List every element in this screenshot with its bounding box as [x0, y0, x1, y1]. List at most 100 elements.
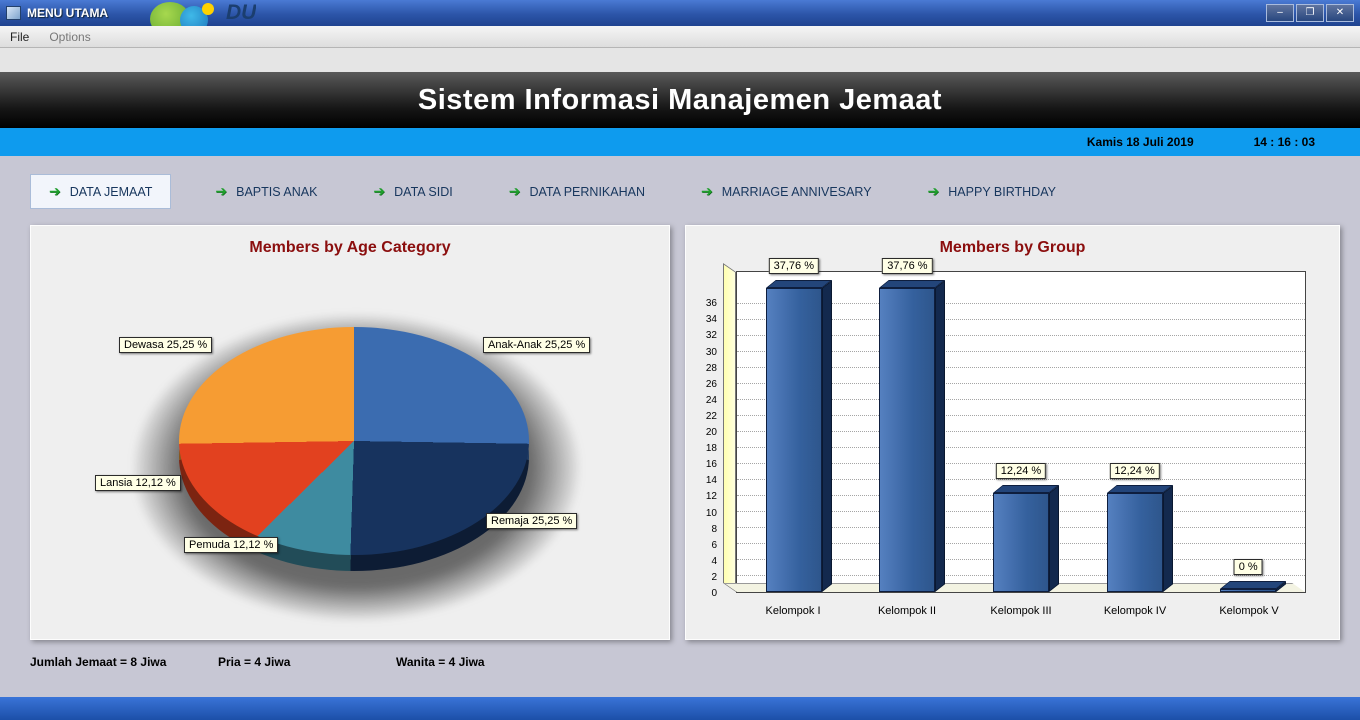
- nav-item-baptis-anak[interactable]: ➔ BAPTIS ANAK: [203, 175, 329, 208]
- y-axis-tick: 36: [705, 298, 717, 310]
- bar-slot: 12,24 %: [1078, 463, 1192, 592]
- nav-item-label: BAPTIS ANAK: [236, 184, 318, 199]
- close-button[interactable]: ✕: [1326, 4, 1354, 22]
- stat-wanita: Wanita = 4 Jiwa: [396, 655, 485, 669]
- bar-category-label: Kelompok I: [765, 605, 821, 617]
- gridline: [737, 383, 1305, 384]
- y-axis-tick: 4: [711, 555, 717, 567]
- logo-blue-circle-icon: [180, 6, 208, 26]
- menu-item-file[interactable]: File: [10, 29, 30, 44]
- bar-category-label: Kelompok III: [990, 605, 1052, 617]
- bar-category-label: Kelompok IV: [1103, 605, 1167, 617]
- bar-value-label: 0 %: [1233, 559, 1263, 575]
- pie-chart-panel: Members by Age Category Anak-Anak 25,25 …: [30, 225, 670, 640]
- bar-category-label: Kelompok V: [1219, 605, 1279, 617]
- bar-chart-title: Members by Group: [939, 239, 1086, 256]
- bar-top: [765, 280, 832, 289]
- minimize-button[interactable]: –: [1266, 4, 1294, 22]
- nav-item-label: HAPPY BIRTHDAY: [948, 184, 1056, 199]
- y-axis-tick: 30: [705, 346, 717, 358]
- nav-item-label: DATA PERNIKAHAN: [529, 184, 645, 199]
- bar-top: [1106, 485, 1173, 494]
- bar-Kelompok III: 12,24 %: [992, 463, 1059, 592]
- bar-slot: 37,76 %: [737, 258, 851, 592]
- bar-value-label: 37,76 %: [882, 258, 933, 275]
- y-axis-tick: 22: [705, 410, 717, 422]
- logo-yellow-dot-icon: [202, 3, 214, 15]
- pie-label-anak-anak: Anak-Anak 25,25 %: [483, 337, 591, 353]
- pie-3d-top: [179, 327, 529, 555]
- y-axis-tick: 28: [705, 362, 717, 374]
- bar-top: [1220, 581, 1287, 589]
- bar-value-label: 37,76 %: [768, 258, 819, 275]
- nav-item-data-jemaat[interactable]: ➔ DATA JEMAAT: [30, 174, 172, 209]
- nav-item-data-sidi[interactable]: ➔ DATA SIDI: [361, 175, 464, 208]
- y-axis-tick: 20: [705, 427, 717, 438]
- stat-pria: Pria = 4 Jiwa: [218, 655, 291, 669]
- bar-chart: 0 2 4 6 8 10 12 14 16 18 20 22 24 26 28 30 32 34 36 37,76 …: [686, 257, 1339, 622]
- y-axis-tick: 34: [705, 314, 717, 326]
- time-label: 14 : 16 : 03: [1253, 135, 1315, 149]
- bar-top: [879, 280, 946, 289]
- nav-item-label: MARRIAGE ANNIVESARY: [721, 184, 872, 199]
- green-arrow-icon: ➔: [508, 183, 521, 199]
- charts-row: Members by Age Category Anak-Anak 25,25 …: [0, 209, 1360, 640]
- window-title: MENU UTAMA: [27, 6, 109, 20]
- pie-chart-title: Members by Age Category: [249, 239, 451, 256]
- banner: Sistem Informasi Manajemen Jemaat: [0, 72, 1360, 128]
- nav-item-label: DATA SIDI: [394, 184, 453, 199]
- y-axis-tick: 16: [705, 459, 717, 471]
- bar-front: [1220, 589, 1277, 592]
- nav-bar: ➔ DATA JEMAAT ➔ BAPTIS ANAK ➔ DATA SIDI …: [0, 156, 1360, 209]
- y-axis-tick: 10: [705, 507, 717, 519]
- y-axis-tick: 2: [711, 571, 717, 583]
- menu-bar: File Options: [0, 26, 1360, 48]
- green-arrow-icon: ➔: [215, 183, 228, 199]
- bar-x-axis-labels: Kelompok I Kelompok II Kelompok III Kelompo…: [736, 605, 1306, 617]
- bar-Kelompok V: 0 %: [1220, 559, 1287, 592]
- maximize-button[interactable]: ❐: [1296, 4, 1324, 22]
- bar-side: [1048, 485, 1059, 592]
- window-icon: [6, 6, 21, 20]
- y-axis-tick: 32: [705, 330, 717, 342]
- stat-total-jemaat: Jumlah Jemaat = 8 Jiwa: [30, 655, 167, 669]
- main-area: ➔ DATA JEMAAT ➔ BAPTIS ANAK ➔ DATA SIDI …: [0, 156, 1360, 720]
- gridline: [737, 415, 1305, 416]
- date-bar: Kamis 18 Juli 2019 14 : 16 : 03: [0, 128, 1360, 156]
- gridline: [737, 399, 1305, 400]
- bar-side: [935, 280, 946, 592]
- y-axis-tick: 24: [705, 394, 717, 406]
- nav-item-marriage-annivesary[interactable]: ➔ MARRIAGE ANNIVESARY: [689, 175, 884, 208]
- y-axis-tick: 26: [705, 378, 717, 390]
- nav-item-data-pernikahan[interactable]: ➔ DATA PERNIKAHAN: [497, 175, 657, 208]
- gridline: [737, 479, 1305, 480]
- spacer-bar: [0, 48, 1360, 72]
- y-axis-tick: 12: [705, 491, 717, 503]
- bar-category-label: Kelompok II: [877, 605, 937, 617]
- logo-text: DU: [226, 1, 257, 24]
- gridline: [737, 431, 1305, 432]
- bar-Kelompok II: 37,76 %: [879, 258, 946, 592]
- window-controls: – ❐ ✕: [1266, 4, 1354, 22]
- bar-chart-panel: Members by Group 0 2 4 6 8 10 12 14 16 18 20 22 24 26…: [685, 225, 1340, 640]
- bar-slot: 0 %: [1191, 559, 1305, 592]
- green-arrow-icon: ➔: [373, 183, 386, 199]
- bar-front: [992, 493, 1049, 592]
- stats-row: Jumlah Jemaat = 8 Jiwa Pria = 4 Jiwa Wan…: [0, 640, 1360, 669]
- menu-item-options[interactable]: Options: [49, 29, 91, 44]
- bar-3d-wall: [723, 262, 736, 592]
- bar-side: [1162, 485, 1173, 592]
- date-label: Kamis 18 Juli 2019: [1086, 135, 1194, 149]
- y-axis-tick: 8: [711, 523, 717, 535]
- footer-bar: [0, 697, 1360, 720]
- gridline: [737, 303, 1305, 304]
- bar-side: [821, 280, 832, 592]
- pie-label-pemuda: Pemuda 12,12 %: [184, 537, 279, 553]
- bar-top: [992, 485, 1059, 494]
- bars-container: 37,76 % 37,76 % 12,24 % 12,24 % 0 %: [737, 258, 1305, 592]
- green-arrow-icon: ➔: [927, 183, 940, 199]
- y-axis-tick: 18: [705, 443, 717, 455]
- y-axis-tick: 6: [711, 539, 717, 551]
- nav-item-happy-birthday[interactable]: ➔ HAPPY BIRTHDAY: [916, 175, 1068, 208]
